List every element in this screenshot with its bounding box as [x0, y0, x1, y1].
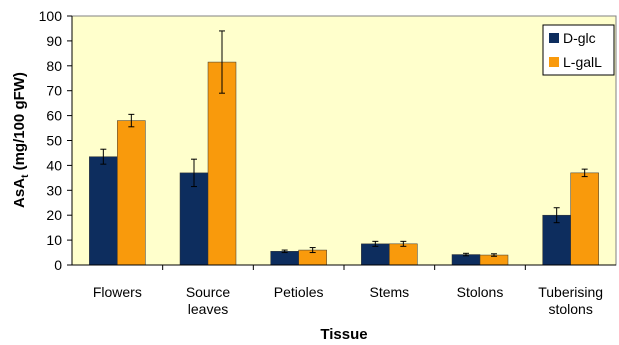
bar-l-gall-0 [117, 120, 146, 266]
bar-l-gall-3 [389, 243, 418, 266]
bar-l-gall-5 [570, 172, 599, 266]
legend: D-glc L-galL [542, 24, 615, 76]
x-tick-label: Tuberising stolons [538, 284, 603, 317]
y-axis-title: AsAt (mg/100 gFW) [11, 72, 31, 208]
y-tick-label: 30 [46, 182, 62, 198]
x-tick-label: Petioles [274, 284, 324, 300]
y-tick-label: 0 [54, 257, 62, 273]
legend-swatch-l-gall [549, 57, 559, 67]
y-tick-label: 10 [46, 232, 62, 248]
bar-d-glc-2 [270, 251, 299, 266]
legend-label-l-gall: L-galL [563, 54, 602, 70]
x-axis: Flowers Source leaves Petioles Stems Stolons T… [93, 265, 603, 317]
y-axis-title-subscript: t [20, 174, 31, 178]
y-tick-label: 50 [46, 133, 62, 149]
y-tick-label: 60 [46, 108, 62, 124]
x-tick-label: Flowers [93, 284, 142, 300]
y-axis-title-rest: (mg/100 gFW) [11, 72, 28, 175]
y-tick-label: 40 [46, 157, 62, 173]
legend-swatch-d-glc [549, 33, 559, 43]
bar-d-glc-1 [179, 172, 209, 266]
bar-d-glc-5 [542, 214, 571, 266]
plot-area [71, 15, 617, 266]
y-tick-label: 70 [46, 83, 62, 99]
x-axis-title: Tissue [320, 326, 367, 343]
bar-d-glc-3 [361, 243, 390, 266]
y-tick-label: 80 [46, 58, 62, 74]
x-tick-label: Stolons [457, 284, 504, 300]
legend-label-d-glc: D-glc [563, 30, 596, 46]
bar-d-glc-0 [89, 156, 118, 266]
y-tick-label: 90 [46, 33, 62, 49]
x-tick-label: Stems [369, 284, 409, 300]
y-axis: 0 10 20 30 40 50 60 70 80 90 100 [39, 8, 72, 273]
y-tick-label: 100 [39, 8, 63, 24]
bar-l-gall-1 [207, 61, 237, 266]
y-tick-label: 20 [46, 207, 62, 223]
bar-series-group [89, 30, 599, 266]
y-axis-title-main: AsA [11, 178, 28, 208]
x-tick-label: Source leaves [186, 284, 231, 317]
